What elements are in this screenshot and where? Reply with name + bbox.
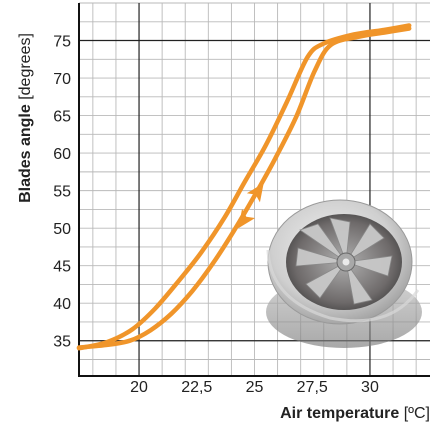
y-axis-label-unit: [degrees] <box>17 33 34 104</box>
x-tick-label: 20 <box>130 379 148 396</box>
y-tick-label: 75 <box>53 34 71 51</box>
x-axis-label: Air temperature [ºC] <box>280 405 430 422</box>
x-tick-labels: 20 22,5 25 27,5 30 <box>130 379 379 396</box>
x-tick-label: 25 <box>246 379 264 396</box>
y-tick-label: 50 <box>53 221 71 238</box>
y-tick-label: 60 <box>53 146 71 163</box>
x-axis-label-name: Air temperature <box>280 405 399 422</box>
fan-illustration <box>266 200 422 348</box>
y-tick-labels: 35 40 45 50 55 60 65 70 75 <box>53 34 71 351</box>
y-axis-label-name: Blades angle <box>17 104 34 203</box>
y-tick-label: 55 <box>53 184 71 201</box>
x-tick-label: 27,5 <box>297 379 328 396</box>
x-axis-label-unit: [ºC] <box>399 405 430 422</box>
y-tick-label: 70 <box>53 71 71 88</box>
x-tick-label: 22,5 <box>181 379 212 396</box>
y-tick-label: 45 <box>53 259 71 276</box>
y-tick-label: 35 <box>53 334 71 351</box>
y-tick-label: 40 <box>53 296 71 313</box>
y-axis-label: Blades angle [degrees] <box>17 33 34 203</box>
x-tick-label: 30 <box>361 379 379 396</box>
y-tick-label: 65 <box>53 109 71 126</box>
